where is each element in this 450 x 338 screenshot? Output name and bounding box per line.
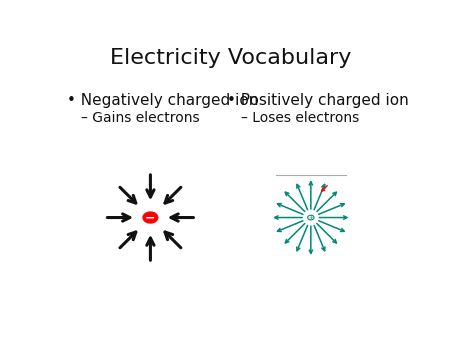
Text: – Loses electrons: – Loses electrons bbox=[241, 111, 360, 125]
Text: Electricity Vocabulary: Electricity Vocabulary bbox=[110, 48, 351, 68]
Circle shape bbox=[143, 212, 158, 223]
Text: • Positively charged ion: • Positively charged ion bbox=[227, 93, 409, 107]
Circle shape bbox=[308, 215, 314, 220]
Text: • Negatively charged ion: • Negatively charged ion bbox=[67, 93, 258, 107]
Text: −: − bbox=[145, 211, 156, 224]
Text: +: + bbox=[308, 215, 313, 220]
Text: – Gains electrons: – Gains electrons bbox=[81, 111, 199, 125]
